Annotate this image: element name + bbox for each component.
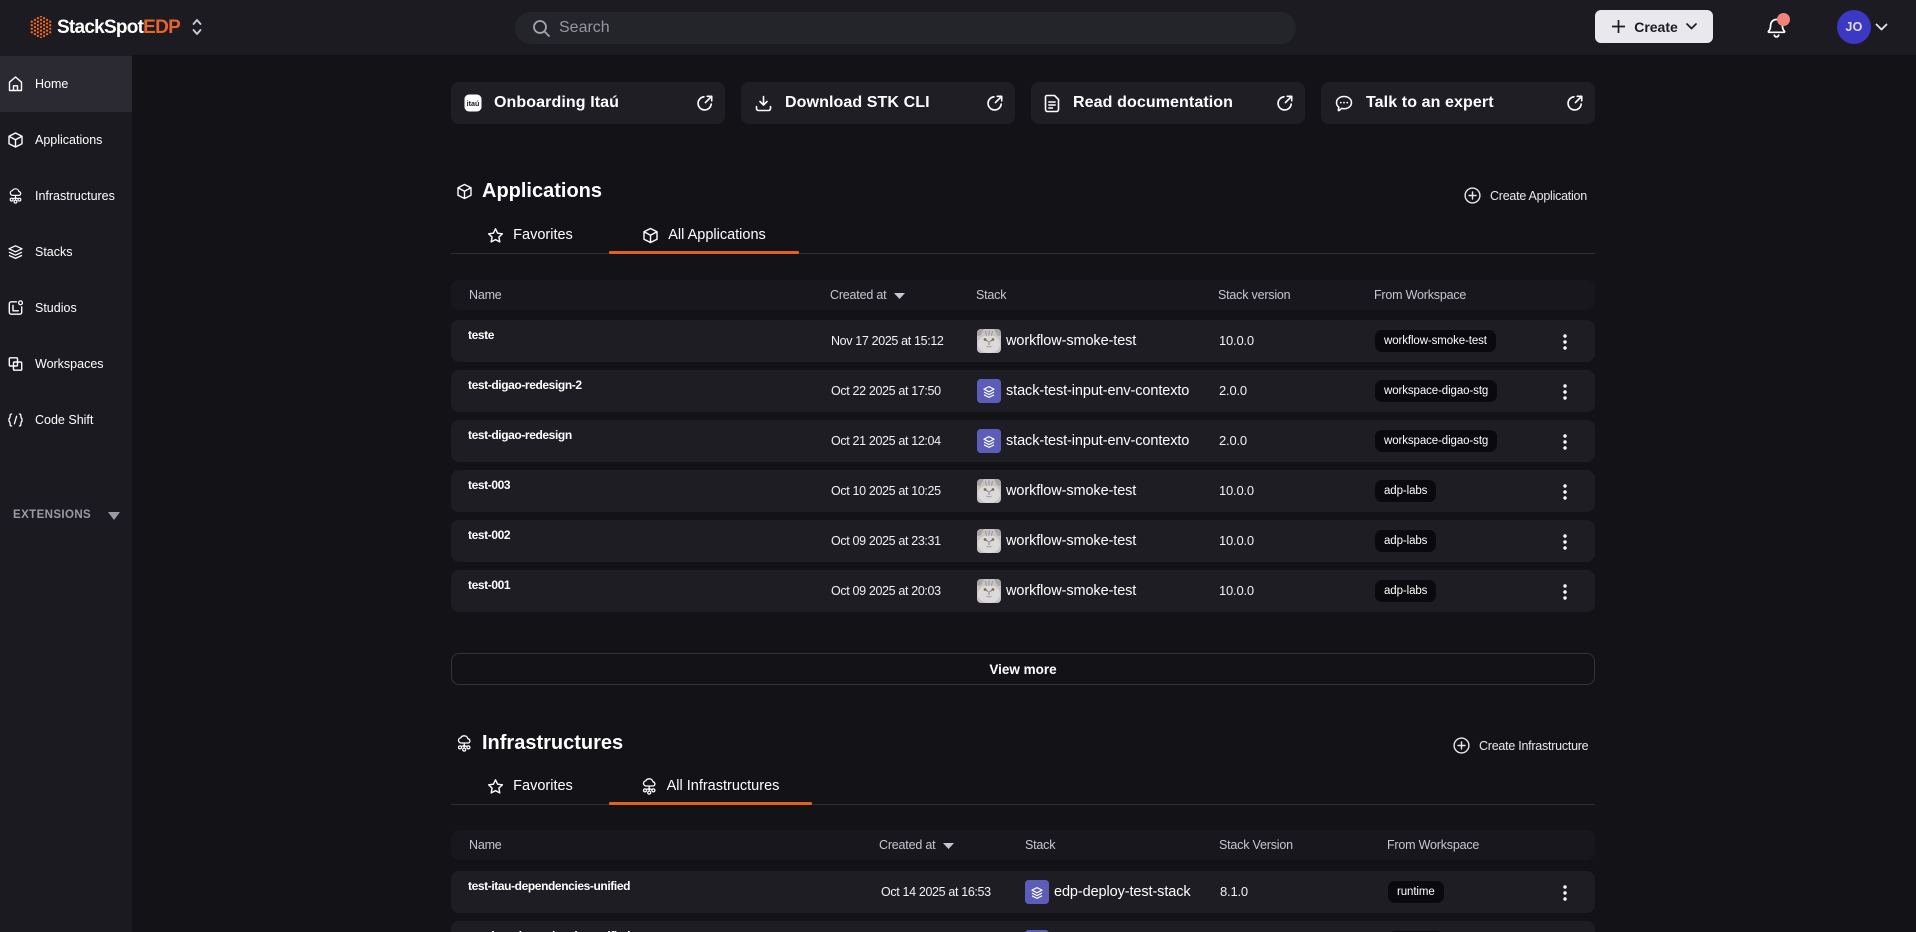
svg-text:itaú: itaú — [467, 99, 480, 108]
